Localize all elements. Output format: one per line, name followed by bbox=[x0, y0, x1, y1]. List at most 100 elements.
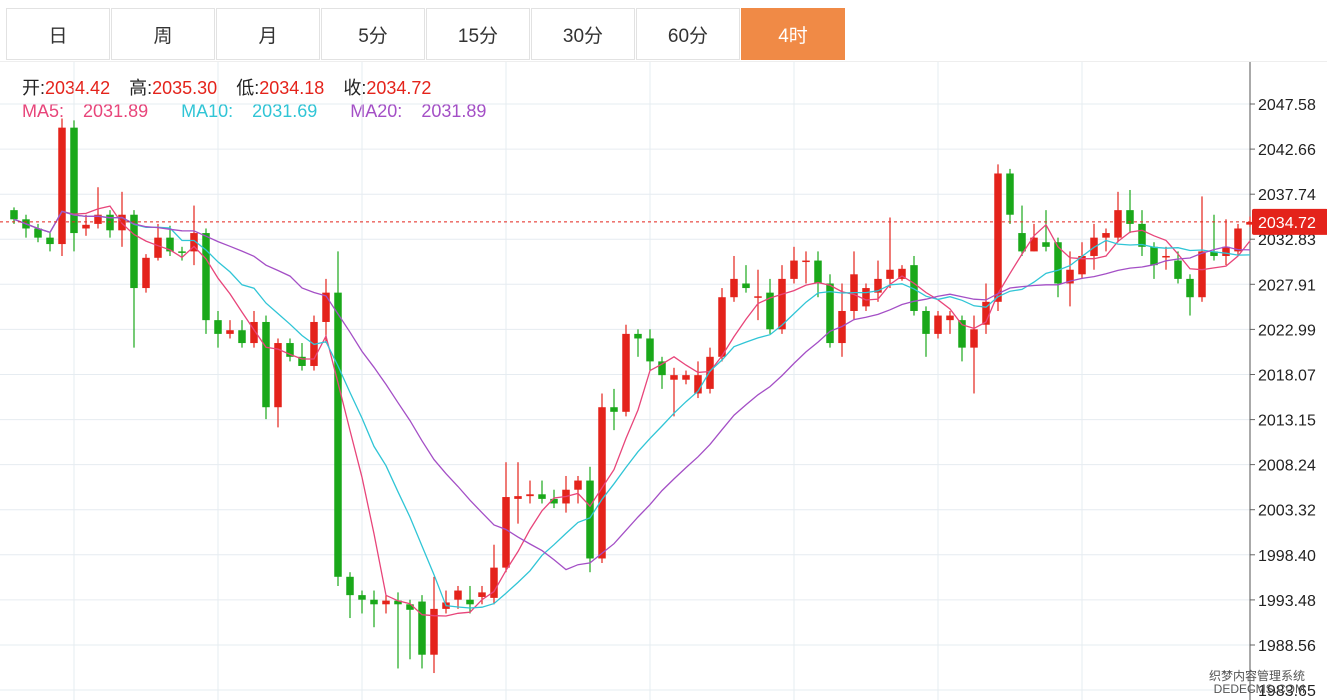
current-price-label: 2034.72 bbox=[1258, 215, 1316, 232]
candle-body-102 bbox=[1234, 228, 1242, 252]
candle-body-35 bbox=[430, 608, 438, 655]
y-tick-label-5: 2022.99 bbox=[1258, 322, 1316, 339]
candle-body-26 bbox=[322, 292, 330, 322]
candle-body-98 bbox=[1186, 278, 1194, 298]
candle-body-28 bbox=[346, 576, 354, 596]
candle-body-78 bbox=[946, 315, 954, 321]
candle-body-0 bbox=[10, 210, 18, 220]
candle-body-22 bbox=[274, 343, 282, 408]
candle-body-19 bbox=[238, 330, 246, 344]
candle-body-59 bbox=[718, 297, 726, 357]
candle-body-13 bbox=[166, 237, 174, 252]
y-tick-label-10: 1998.40 bbox=[1258, 548, 1316, 565]
candle-body-99 bbox=[1198, 251, 1206, 298]
tab-divider bbox=[0, 61, 1327, 62]
candle-body-23 bbox=[286, 343, 294, 357]
candle-body-6 bbox=[82, 224, 90, 229]
tab-7[interactable]: 4时 bbox=[741, 8, 845, 60]
candle-body-45 bbox=[550, 498, 558, 504]
high-label: 高: bbox=[129, 78, 153, 98]
candle-body-42 bbox=[514, 496, 522, 499]
y-tick-label-9: 2003.32 bbox=[1258, 503, 1316, 520]
candle-body-58 bbox=[706, 356, 714, 389]
candle-body-96 bbox=[1162, 255, 1170, 258]
candle-body-83 bbox=[1006, 173, 1014, 215]
candle-body-12 bbox=[154, 237, 162, 258]
candle-body-64 bbox=[778, 278, 786, 330]
candle-body-89 bbox=[1078, 255, 1086, 275]
candle-body-37 bbox=[454, 590, 462, 600]
candle-body-7 bbox=[94, 214, 102, 224]
candle-body-92 bbox=[1114, 210, 1122, 238]
ma5-value: 2031.89 bbox=[83, 101, 149, 121]
candle-body-87 bbox=[1054, 242, 1062, 284]
candle-body-27 bbox=[334, 292, 342, 577]
candle-body-18 bbox=[226, 330, 234, 334]
candle-body-65 bbox=[790, 260, 798, 279]
candle-body-38 bbox=[466, 599, 474, 605]
tab-1[interactable]: 周 bbox=[111, 8, 215, 60]
candle-body-16 bbox=[202, 233, 210, 321]
candle-body-54 bbox=[658, 361, 666, 376]
ma20-line bbox=[13, 210, 1251, 571]
candle-body-34 bbox=[418, 601, 426, 655]
candle-body-95 bbox=[1150, 246, 1158, 266]
candle-body-17 bbox=[214, 320, 222, 334]
current-price-tag bbox=[1252, 208, 1327, 235]
ma10-value: 2031.69 bbox=[252, 101, 318, 121]
candle-body-57 bbox=[694, 375, 702, 394]
candle-body-11 bbox=[142, 257, 150, 289]
ohlc-readout: 开:2034.42 高:2035.30 低:2034.18 收:2034.72 bbox=[22, 74, 431, 100]
candle-body-103 bbox=[1246, 221, 1254, 225]
candle-body-31 bbox=[382, 600, 390, 605]
candle-body-4 bbox=[58, 127, 66, 245]
close-value: 2034.72 bbox=[366, 78, 432, 98]
y-tick-label-3: 2032.83 bbox=[1258, 232, 1316, 249]
y-tick-label-4: 2027.91 bbox=[1258, 277, 1316, 294]
y-tick-label-7: 2013.15 bbox=[1258, 413, 1316, 430]
candle-body-72 bbox=[874, 278, 882, 293]
y-tick-label-13: 1983.65 bbox=[1258, 683, 1316, 700]
timeframe-tabs: 日周月 5分 15分 30分 60分 4时 bbox=[6, 8, 846, 60]
candle-body-32 bbox=[394, 600, 402, 605]
candle-body-49 bbox=[598, 407, 606, 559]
ma5-line bbox=[13, 205, 1251, 617]
candle-body-51 bbox=[622, 333, 630, 412]
candle-body-71 bbox=[862, 288, 870, 307]
candle-body-44 bbox=[538, 494, 546, 499]
candle-body-76 bbox=[922, 310, 930, 334]
candle-body-24 bbox=[298, 356, 306, 366]
candle-body-85 bbox=[1030, 237, 1038, 252]
candle-body-91 bbox=[1102, 233, 1110, 238]
candle-body-74 bbox=[898, 268, 906, 279]
y-tick-label-1: 2042.66 bbox=[1258, 142, 1316, 159]
open-label: 开: bbox=[22, 78, 46, 98]
tab-0[interactable]: 日 bbox=[6, 8, 110, 60]
tab-2[interactable]: 月 bbox=[216, 8, 320, 60]
candle-body-68 bbox=[826, 283, 834, 344]
candle-body-33 bbox=[406, 604, 414, 610]
candle-body-67 bbox=[814, 260, 822, 284]
ma5-label: MA5: bbox=[22, 101, 65, 121]
ma20-label: MA20: bbox=[350, 101, 403, 121]
candle-body-55 bbox=[670, 375, 678, 380]
candle-body-43 bbox=[526, 494, 534, 497]
ma10-line bbox=[13, 210, 1251, 609]
candle-body-93 bbox=[1126, 210, 1134, 224]
y-tick-label-8: 2008.24 bbox=[1258, 458, 1316, 475]
candle-body-50 bbox=[610, 407, 618, 412]
tab-3[interactable]: 5分 bbox=[321, 8, 425, 60]
ma5-readout: MA5: 2031.89 bbox=[22, 101, 162, 121]
candle-body-80 bbox=[970, 329, 978, 348]
tab-6[interactable]: 60分 bbox=[636, 8, 740, 60]
candle-body-3 bbox=[46, 237, 54, 245]
tab-5[interactable]: 30分 bbox=[531, 8, 635, 60]
ma20-value: 2031.89 bbox=[421, 101, 487, 121]
candle-body-63 bbox=[766, 292, 774, 330]
y-tick-label-0: 2047.58 bbox=[1258, 97, 1316, 114]
tab-4[interactable]: 15分 bbox=[426, 8, 530, 60]
candle-body-97 bbox=[1174, 260, 1182, 279]
ma10-label: MA10: bbox=[181, 101, 234, 121]
y-tick-label-11: 1993.48 bbox=[1258, 593, 1316, 610]
